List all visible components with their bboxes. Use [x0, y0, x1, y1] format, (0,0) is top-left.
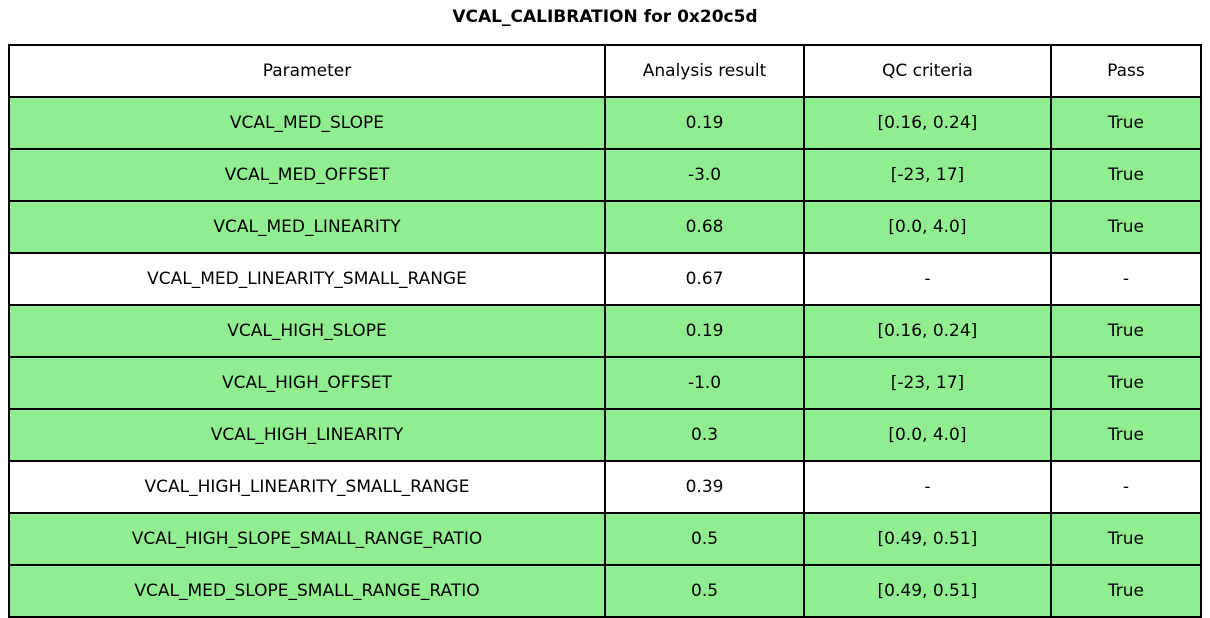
- qc-table-figure: VCAL_CALIBRATION for 0x20c5d Parameter A…: [8, 7, 1203, 618]
- col-header-analysis-result: Analysis result: [603, 44, 806, 98]
- cell-parameter: VCAL_HIGH_SLOPE_SMALL_RANGE_RATIO: [8, 512, 606, 566]
- table-row: VCAL_MED_LINEARITY 0.68 [0.0, 4.0] True: [8, 200, 1203, 254]
- cell-parameter: VCAL_MED_LINEARITY: [8, 200, 606, 254]
- table-row: VCAL_MED_LINEARITY_SMALL_RANGE 0.67- -: [8, 252, 1203, 306]
- table-row: VCAL_HIGH_SLOPE_SMALL_RANGE_RATIO 0.5 [0.4…: [8, 512, 1203, 566]
- cell-qc-criteria: -: [803, 460, 1052, 514]
- cell-parameter: VCAL_MED_SLOPE: [8, 96, 606, 150]
- cell-pass: True: [1049, 200, 1203, 254]
- qc-table: Parameter Analysis result QC criteria Pa…: [8, 44, 1203, 618]
- table-row: VCAL_HIGH_OFFSET -1.0 [-23, 17] True: [8, 356, 1203, 410]
- cell-analysis-result: -1.0: [603, 356, 806, 410]
- table-row: VCAL_MED_SLOPE_SMALL_RANGE_RATIO 0.5 [0.49…: [8, 564, 1203, 618]
- cell-pass: True: [1049, 512, 1203, 566]
- cell-analysis-result: 0.5: [603, 512, 806, 566]
- table-row: VCAL_MED_SLOPE 0.19 [0.16, 0.24] True: [8, 96, 1203, 150]
- cell-parameter: VCAL_MED_LINEARITY_SMALL_RANGE: [8, 252, 606, 306]
- cell-analysis-result: 0.68: [603, 200, 806, 254]
- cell-pass: -: [1049, 252, 1203, 306]
- cell-pass: True: [1049, 564, 1203, 618]
- cell-qc-criteria: [0.49, 0.51]: [803, 512, 1052, 566]
- table-row: VCAL_HIGH_LINEARITY_SMALL_RANGE 0.39- -: [8, 460, 1203, 514]
- cell-pass: True: [1049, 408, 1203, 462]
- cell-analysis-result: 0.19: [603, 304, 806, 358]
- cell-parameter: VCAL_HIGH_OFFSET: [8, 356, 606, 410]
- cell-analysis-result: 0.67: [603, 252, 806, 306]
- cell-analysis-result: 0.39: [603, 460, 806, 514]
- cell-qc-criteria: [0.0, 4.0]: [803, 200, 1052, 254]
- cell-analysis-result: 0.3: [603, 408, 806, 462]
- cell-qc-criteria: [0.0, 4.0]: [803, 408, 1052, 462]
- cell-pass: True: [1049, 96, 1203, 150]
- cell-parameter: VCAL_MED_SLOPE_SMALL_RANGE_RATIO: [8, 564, 606, 618]
- cell-analysis-result: 0.5: [603, 564, 806, 618]
- table-row: VCAL_HIGH_LINEARITY 0.3 [0.0, 4.0] True: [8, 408, 1203, 462]
- cell-qc-criteria: [-23, 17]: [803, 356, 1052, 410]
- cell-qc-criteria: [0.16, 0.24]: [803, 96, 1052, 150]
- cell-parameter: VCAL_HIGH_SLOPE: [8, 304, 606, 358]
- col-header-qc-criteria: QC criteria: [803, 44, 1052, 98]
- cell-pass: True: [1049, 304, 1203, 358]
- cell-qc-criteria: -: [803, 252, 1052, 306]
- cell-parameter: VCAL_HIGH_LINEARITY_SMALL_RANGE: [8, 460, 606, 514]
- cell-pass: -: [1049, 460, 1203, 514]
- table-body: VCAL_MED_SLOPE 0.19 [0.16, 0.24] True VCAL_M…: [8, 96, 1203, 618]
- cell-analysis-result: -3.0: [603, 148, 806, 202]
- table-row: VCAL_MED_OFFSET -3.0 [-23, 17] True: [8, 148, 1203, 202]
- table-row: VCAL_HIGH_SLOPE 0.19 [0.16, 0.24] True: [8, 304, 1203, 358]
- figure-title: VCAL_CALIBRATION for 0x20c5d: [452, 7, 758, 27]
- cell-qc-criteria: [-23, 17]: [803, 148, 1052, 202]
- col-header-parameter: Parameter: [8, 44, 606, 98]
- cell-parameter: VCAL_MED_OFFSET: [8, 148, 606, 202]
- header-row: Parameter Analysis result QC criteria Pa…: [8, 44, 1203, 98]
- cell-pass: True: [1049, 356, 1203, 410]
- cell-analysis-result: 0.19: [603, 96, 806, 150]
- cell-qc-criteria: [0.49, 0.51]: [803, 564, 1052, 618]
- cell-pass: True: [1049, 148, 1203, 202]
- cell-qc-criteria: [0.16, 0.24]: [803, 304, 1052, 358]
- cell-parameter: VCAL_HIGH_LINEARITY: [8, 408, 606, 462]
- col-header-pass: Pass: [1049, 44, 1203, 98]
